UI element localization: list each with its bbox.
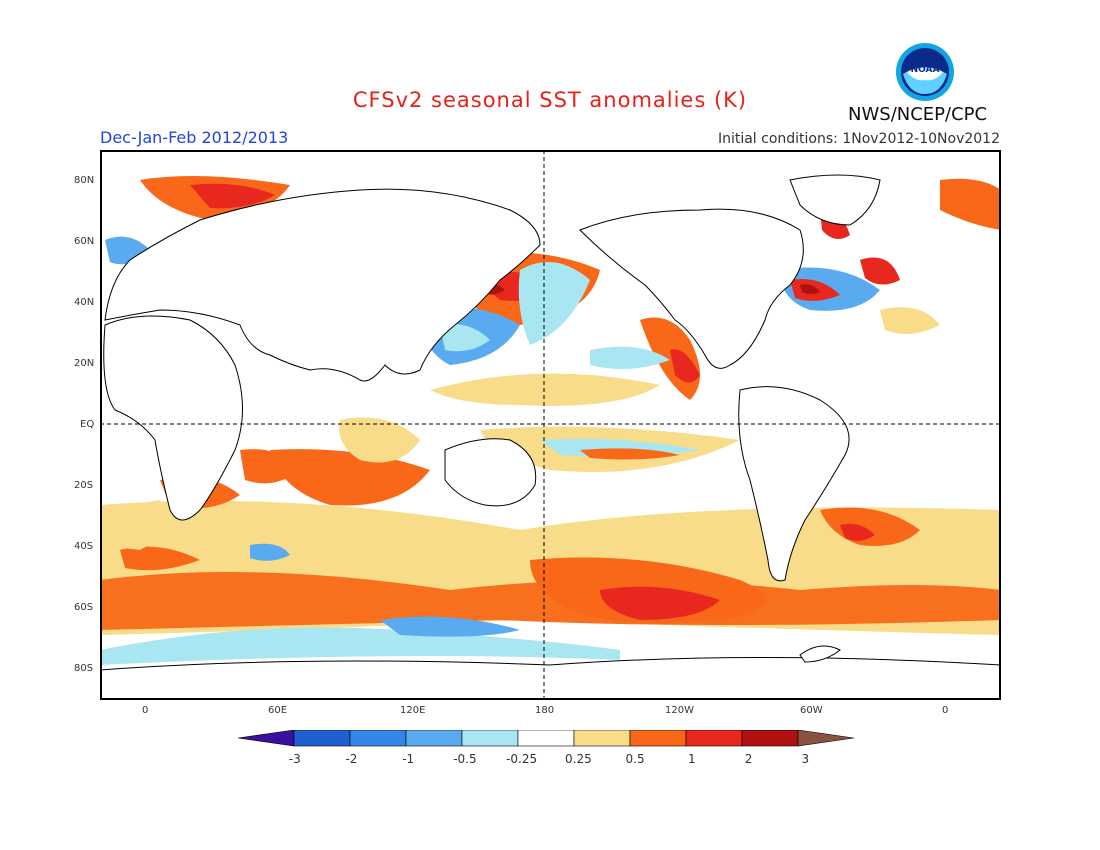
sst-anomaly-map — [100, 150, 1001, 700]
colorbar-tick-label: -0.25 — [506, 752, 538, 766]
colorbar-swatch — [629, 730, 687, 747]
colorbar-tick-label: -0.5 — [453, 752, 477, 766]
colorbar-swatch — [685, 730, 743, 747]
lat-label: 80N — [74, 175, 95, 186]
colorbar-swatch — [517, 730, 575, 747]
colorbar-swatch — [461, 730, 519, 747]
lat-label: 60S — [74, 602, 94, 613]
colorbar-tick-label: 0.25 — [565, 752, 592, 766]
colorbar-swatch — [349, 730, 407, 747]
lon-label: 60E — [268, 705, 288, 716]
lon-label: 120W — [665, 705, 694, 716]
colorbar — [238, 730, 855, 747]
lon-label: 0 — [142, 705, 149, 716]
lon-label: 60W — [800, 705, 823, 716]
noaa-logo-text: NOAA — [911, 65, 940, 75]
colorbar-swatch — [573, 730, 631, 747]
forecast-period: Dec-Jan-Feb 2012/2013 — [100, 128, 289, 147]
colorbar-min-triangle — [238, 730, 295, 747]
continent-outlines — [100, 174, 1001, 700]
colorbar-tick-label: 1 — [687, 752, 696, 766]
lon-label: 120E — [400, 705, 426, 716]
lat-label: 20S — [74, 480, 94, 491]
lat-label: 40N — [74, 297, 95, 308]
lon-label: 0 — [942, 705, 949, 716]
colorbar-swatch — [293, 730, 351, 747]
lat-label: EQ — [80, 419, 95, 430]
colorbar-tick-label: -2 — [345, 752, 358, 766]
lat-label: 40S — [74, 541, 94, 552]
lat-label: 80S — [74, 663, 94, 674]
map-frame — [100, 150, 1001, 700]
colorbar-tick-label: 3 — [801, 752, 810, 766]
colorbar-tick-label: -1 — [402, 752, 415, 766]
noaa-logo: NOAA — [896, 43, 954, 101]
lat-label: 60N — [74, 236, 95, 247]
initial-conditions: Initial conditions: 1Nov2012-10Nov2012 — [717, 131, 1000, 147]
colorbar-tick-label: 2 — [744, 752, 753, 766]
lon-label: 180 — [535, 705, 555, 716]
colorbar-swatch — [741, 730, 799, 747]
colorbar-tick-label: -3 — [288, 752, 301, 766]
colorbar-swatch — [405, 730, 463, 747]
agency-label: NWS/NCEP/CPC — [848, 104, 988, 125]
colorbar-max-triangle — [797, 730, 855, 747]
lat-label: 20N — [74, 358, 95, 369]
map-title: CFSv2 seasonal SST anomalies (K) — [352, 88, 748, 112]
colorbar-tick-label: 0.5 — [625, 752, 645, 766]
